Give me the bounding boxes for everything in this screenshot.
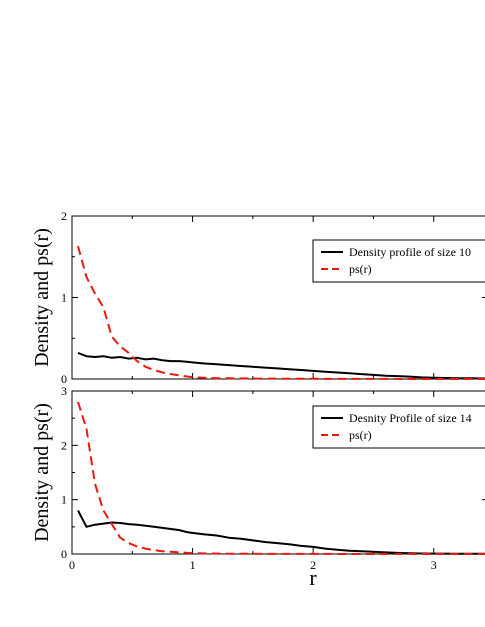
- x-tick-label: 1: [190, 558, 196, 572]
- legend-label: ps(r): [349, 428, 372, 442]
- legend-label: ps(r): [349, 262, 372, 276]
- legend-label: Desnity Profile of size 14: [349, 411, 472, 425]
- x-tick-label: 0: [69, 558, 75, 572]
- series-line-density: [77, 510, 485, 555]
- series-line-ps: [77, 245, 485, 380]
- bottom-panel: 0 1 2 3 0 1 2 3 Desnity Profile of size 14 ps(r) D…: [31, 384, 485, 590]
- y-tick-label: 2: [61, 209, 67, 223]
- legend-label: Density profile of size 10: [349, 245, 471, 259]
- x-axis-label: r: [309, 565, 317, 590]
- legend-box: [312, 239, 485, 283]
- y-tick-label: 0: [61, 372, 67, 386]
- y-axis-label: Density and ps(r): [31, 403, 53, 542]
- x-tick-label: 2: [310, 558, 316, 572]
- y-tick-label: 3: [61, 384, 67, 398]
- y-tick-label: 0: [61, 547, 67, 561]
- series-line-density: [77, 351, 485, 380]
- top-panel: 0 1 2 Density profile of size 10 ps(r) Densit…: [31, 209, 485, 386]
- legend-box: [312, 405, 485, 449]
- y-tick-label: 1: [61, 493, 67, 507]
- y-tick-label: 2: [61, 438, 67, 452]
- series-line-ps: [77, 401, 485, 555]
- y-axis-label: Density and ps(r): [31, 228, 53, 367]
- y-tick-label: 1: [61, 291, 67, 305]
- x-tick-label: 3: [431, 558, 437, 572]
